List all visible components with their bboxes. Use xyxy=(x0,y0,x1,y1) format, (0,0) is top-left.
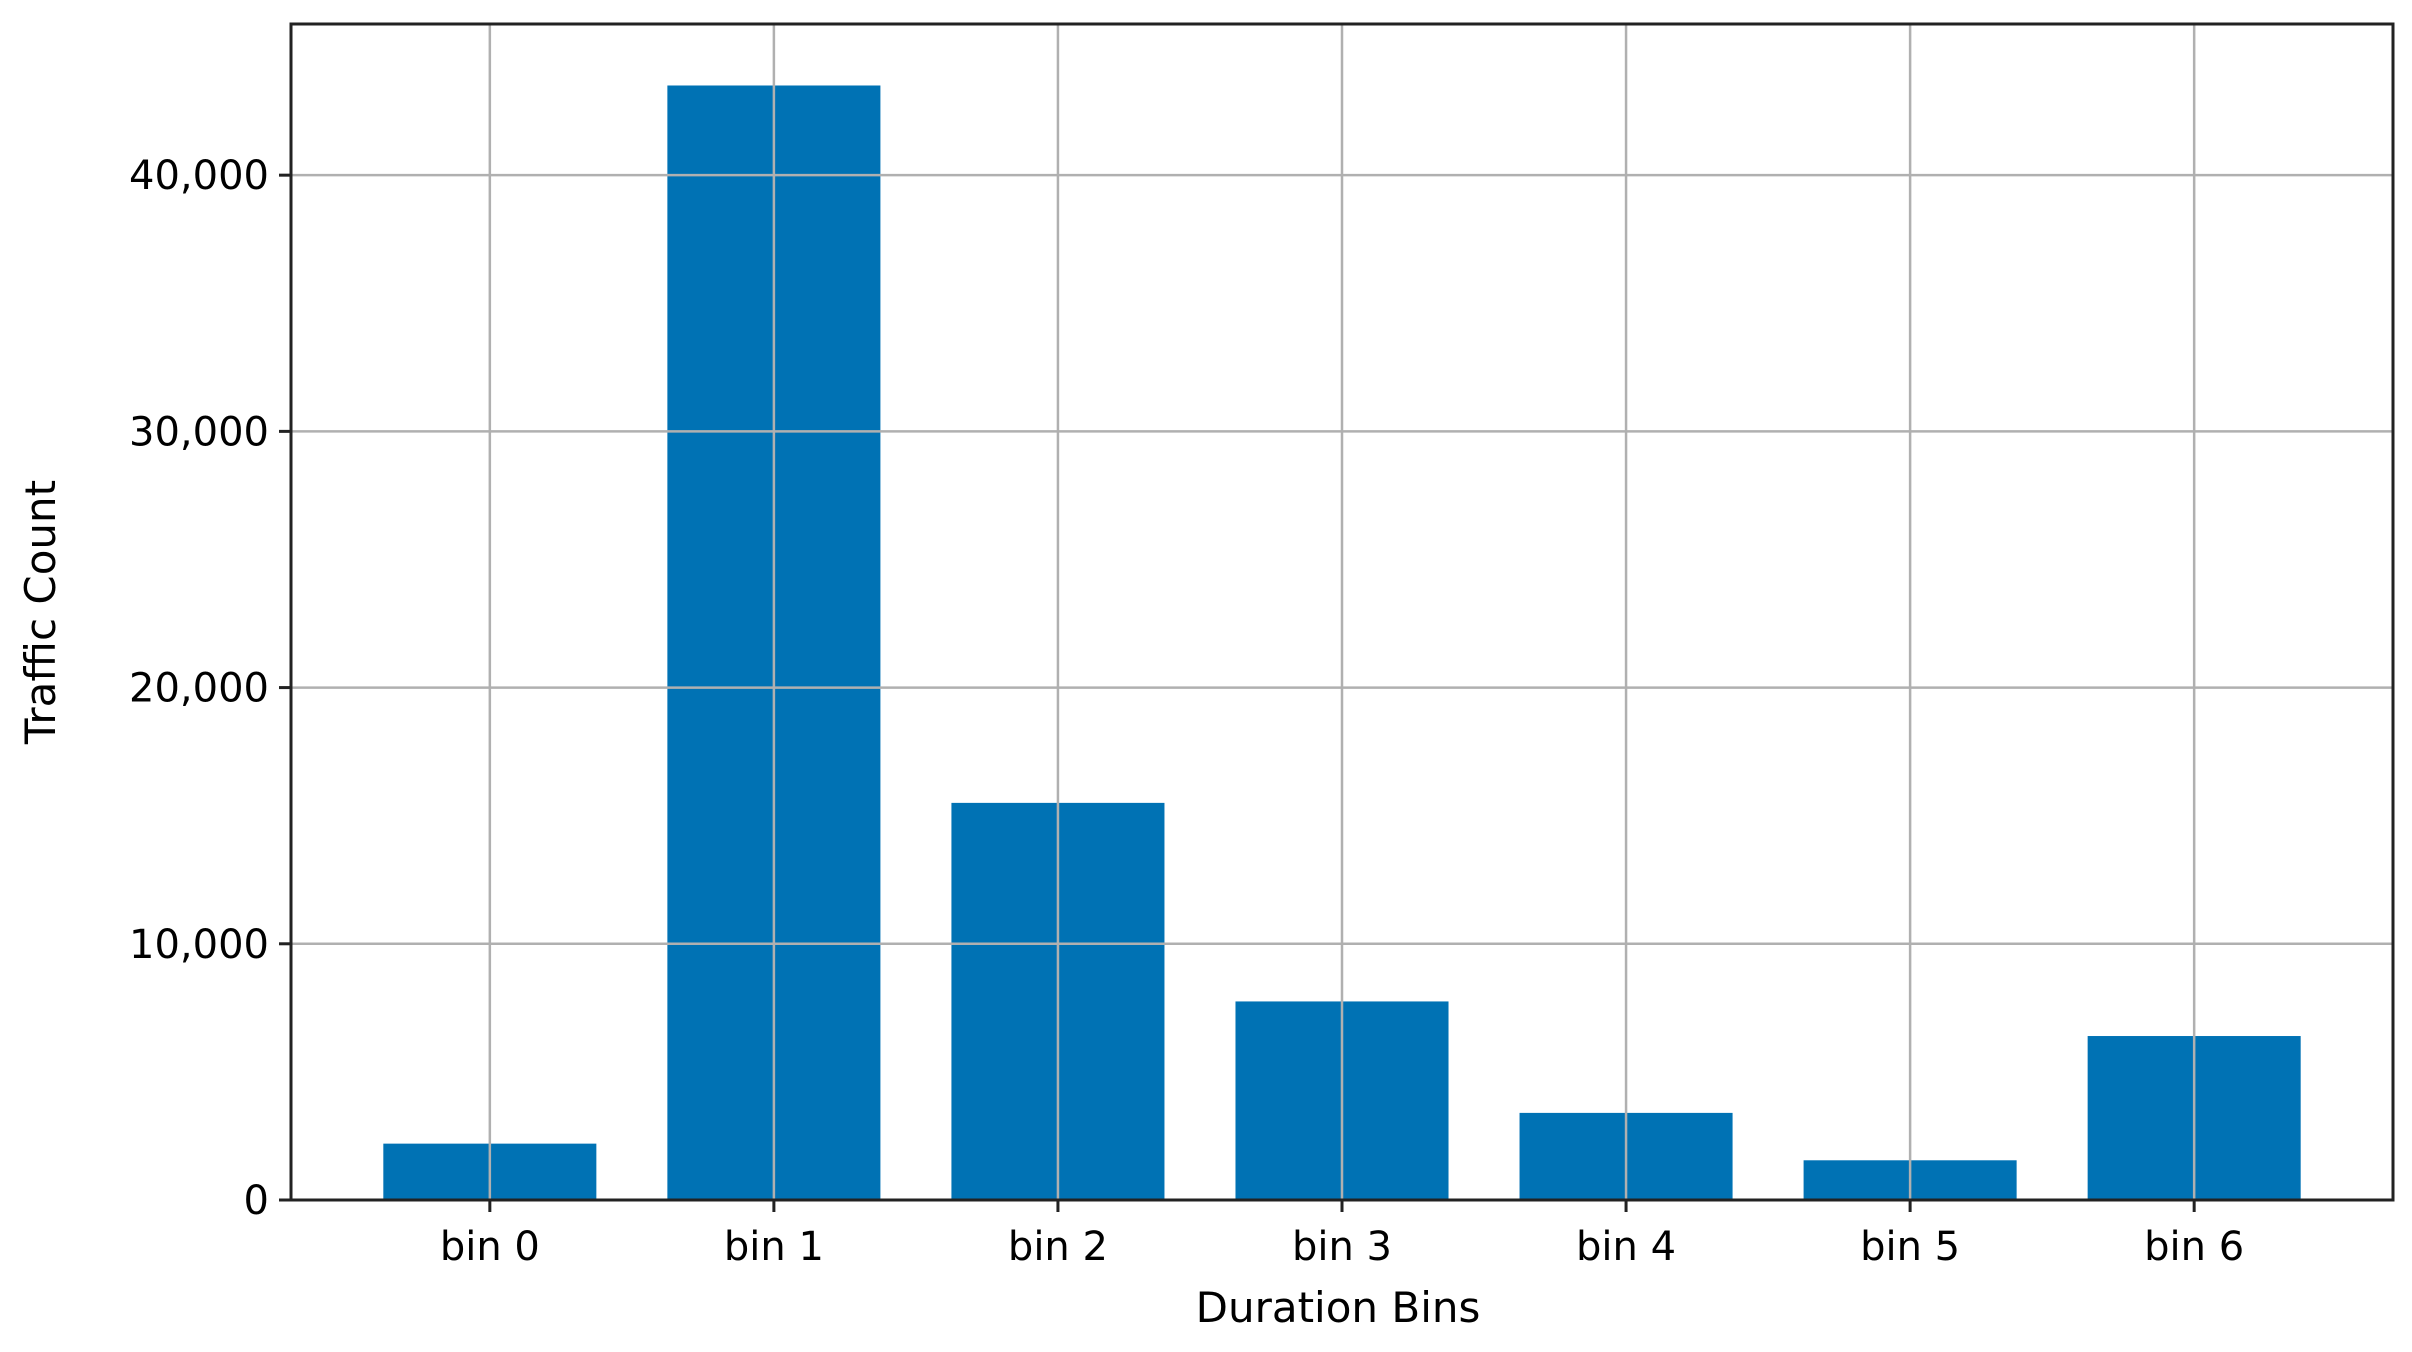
x-tick-label: bin 1 xyxy=(724,1224,824,1270)
grid-overlay xyxy=(291,24,2393,1202)
x-tick-label: bin 6 xyxy=(2144,1224,2244,1270)
y-tick-label: 0 xyxy=(244,1178,269,1224)
x-tick-label: bin 5 xyxy=(1860,1224,1960,1270)
y-axis-ticks: 0 10,000 20,000 30,000 40,000 xyxy=(129,153,291,1224)
x-tick-label: bin 0 xyxy=(440,1224,540,1270)
y-tick-label: 40,000 xyxy=(129,153,269,199)
x-tick-label: bin 3 xyxy=(1292,1224,1392,1270)
y-axis-label: Traffic Count xyxy=(16,480,65,745)
x-axis-ticks: bin 0 bin 1 bin 2 bin 3 bin 4 bin 5 bin 6 xyxy=(440,1200,2244,1270)
y-tick-label: 10,000 xyxy=(129,922,269,968)
x-tick-label: bin 2 xyxy=(1008,1224,1108,1270)
x-tick-label: bin 4 xyxy=(1576,1224,1676,1270)
y-tick-label: 30,000 xyxy=(129,409,269,455)
x-axis-label: Duration Bins xyxy=(1196,1283,1481,1332)
y-tick-label: 20,000 xyxy=(129,666,269,712)
